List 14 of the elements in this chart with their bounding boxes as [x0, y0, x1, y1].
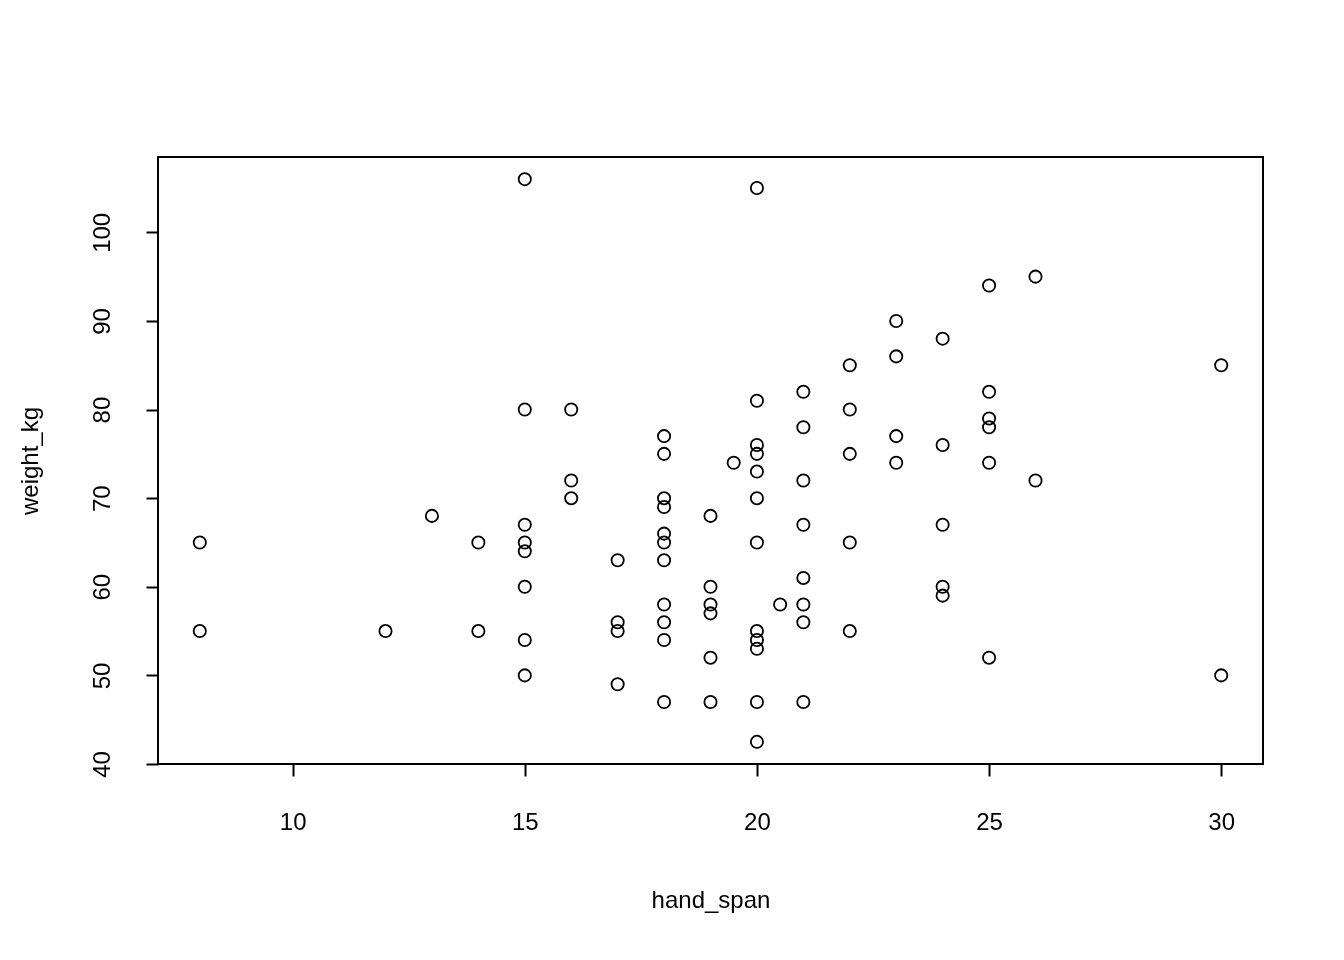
- y-axis-title: weight_kg: [15, 406, 43, 517]
- y-tick-label: 100: [87, 212, 115, 253]
- y-tick-label: 60: [87, 573, 115, 601]
- x-tick-label: 15: [511, 807, 539, 835]
- x-tick-label: 10: [279, 807, 307, 835]
- x-tick-label: 20: [744, 807, 771, 835]
- y-tick-label: 90: [87, 308, 115, 335]
- y-tick-label: 50: [87, 662, 115, 690]
- x-tick-label: 30: [1208, 807, 1236, 835]
- y-tick-label: 70: [87, 485, 115, 513]
- x-axis-title: hand_span: [651, 885, 771, 913]
- y-tick-label: 40: [87, 751, 115, 778]
- y-tick-label: 80: [87, 396, 115, 424]
- x-tick-label: 25: [976, 807, 1003, 835]
